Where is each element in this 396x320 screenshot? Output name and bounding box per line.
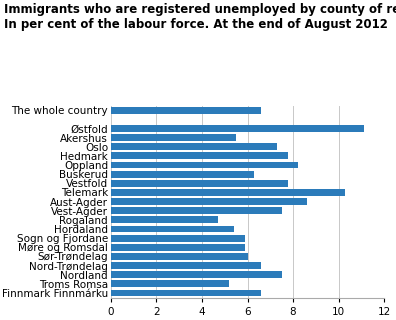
Bar: [111, 180, 288, 187]
Bar: [111, 171, 254, 178]
Bar: [111, 226, 234, 232]
Bar: [111, 271, 282, 278]
Bar: [111, 244, 245, 251]
Bar: [111, 290, 261, 296]
Text: Immigrants who are registered unemployed by county of residence.
In per cent of : Immigrants who are registered unemployed…: [4, 3, 396, 31]
Bar: [111, 253, 248, 260]
Bar: [111, 189, 345, 196]
Bar: [111, 280, 229, 287]
Bar: [111, 162, 298, 168]
Bar: [111, 125, 364, 132]
Bar: [111, 143, 277, 150]
Bar: [111, 134, 236, 141]
Bar: [111, 152, 288, 159]
Bar: [111, 235, 245, 242]
Bar: [111, 207, 282, 214]
Bar: [111, 216, 218, 223]
Bar: [111, 262, 261, 269]
Bar: [111, 198, 307, 205]
Bar: [111, 107, 261, 114]
